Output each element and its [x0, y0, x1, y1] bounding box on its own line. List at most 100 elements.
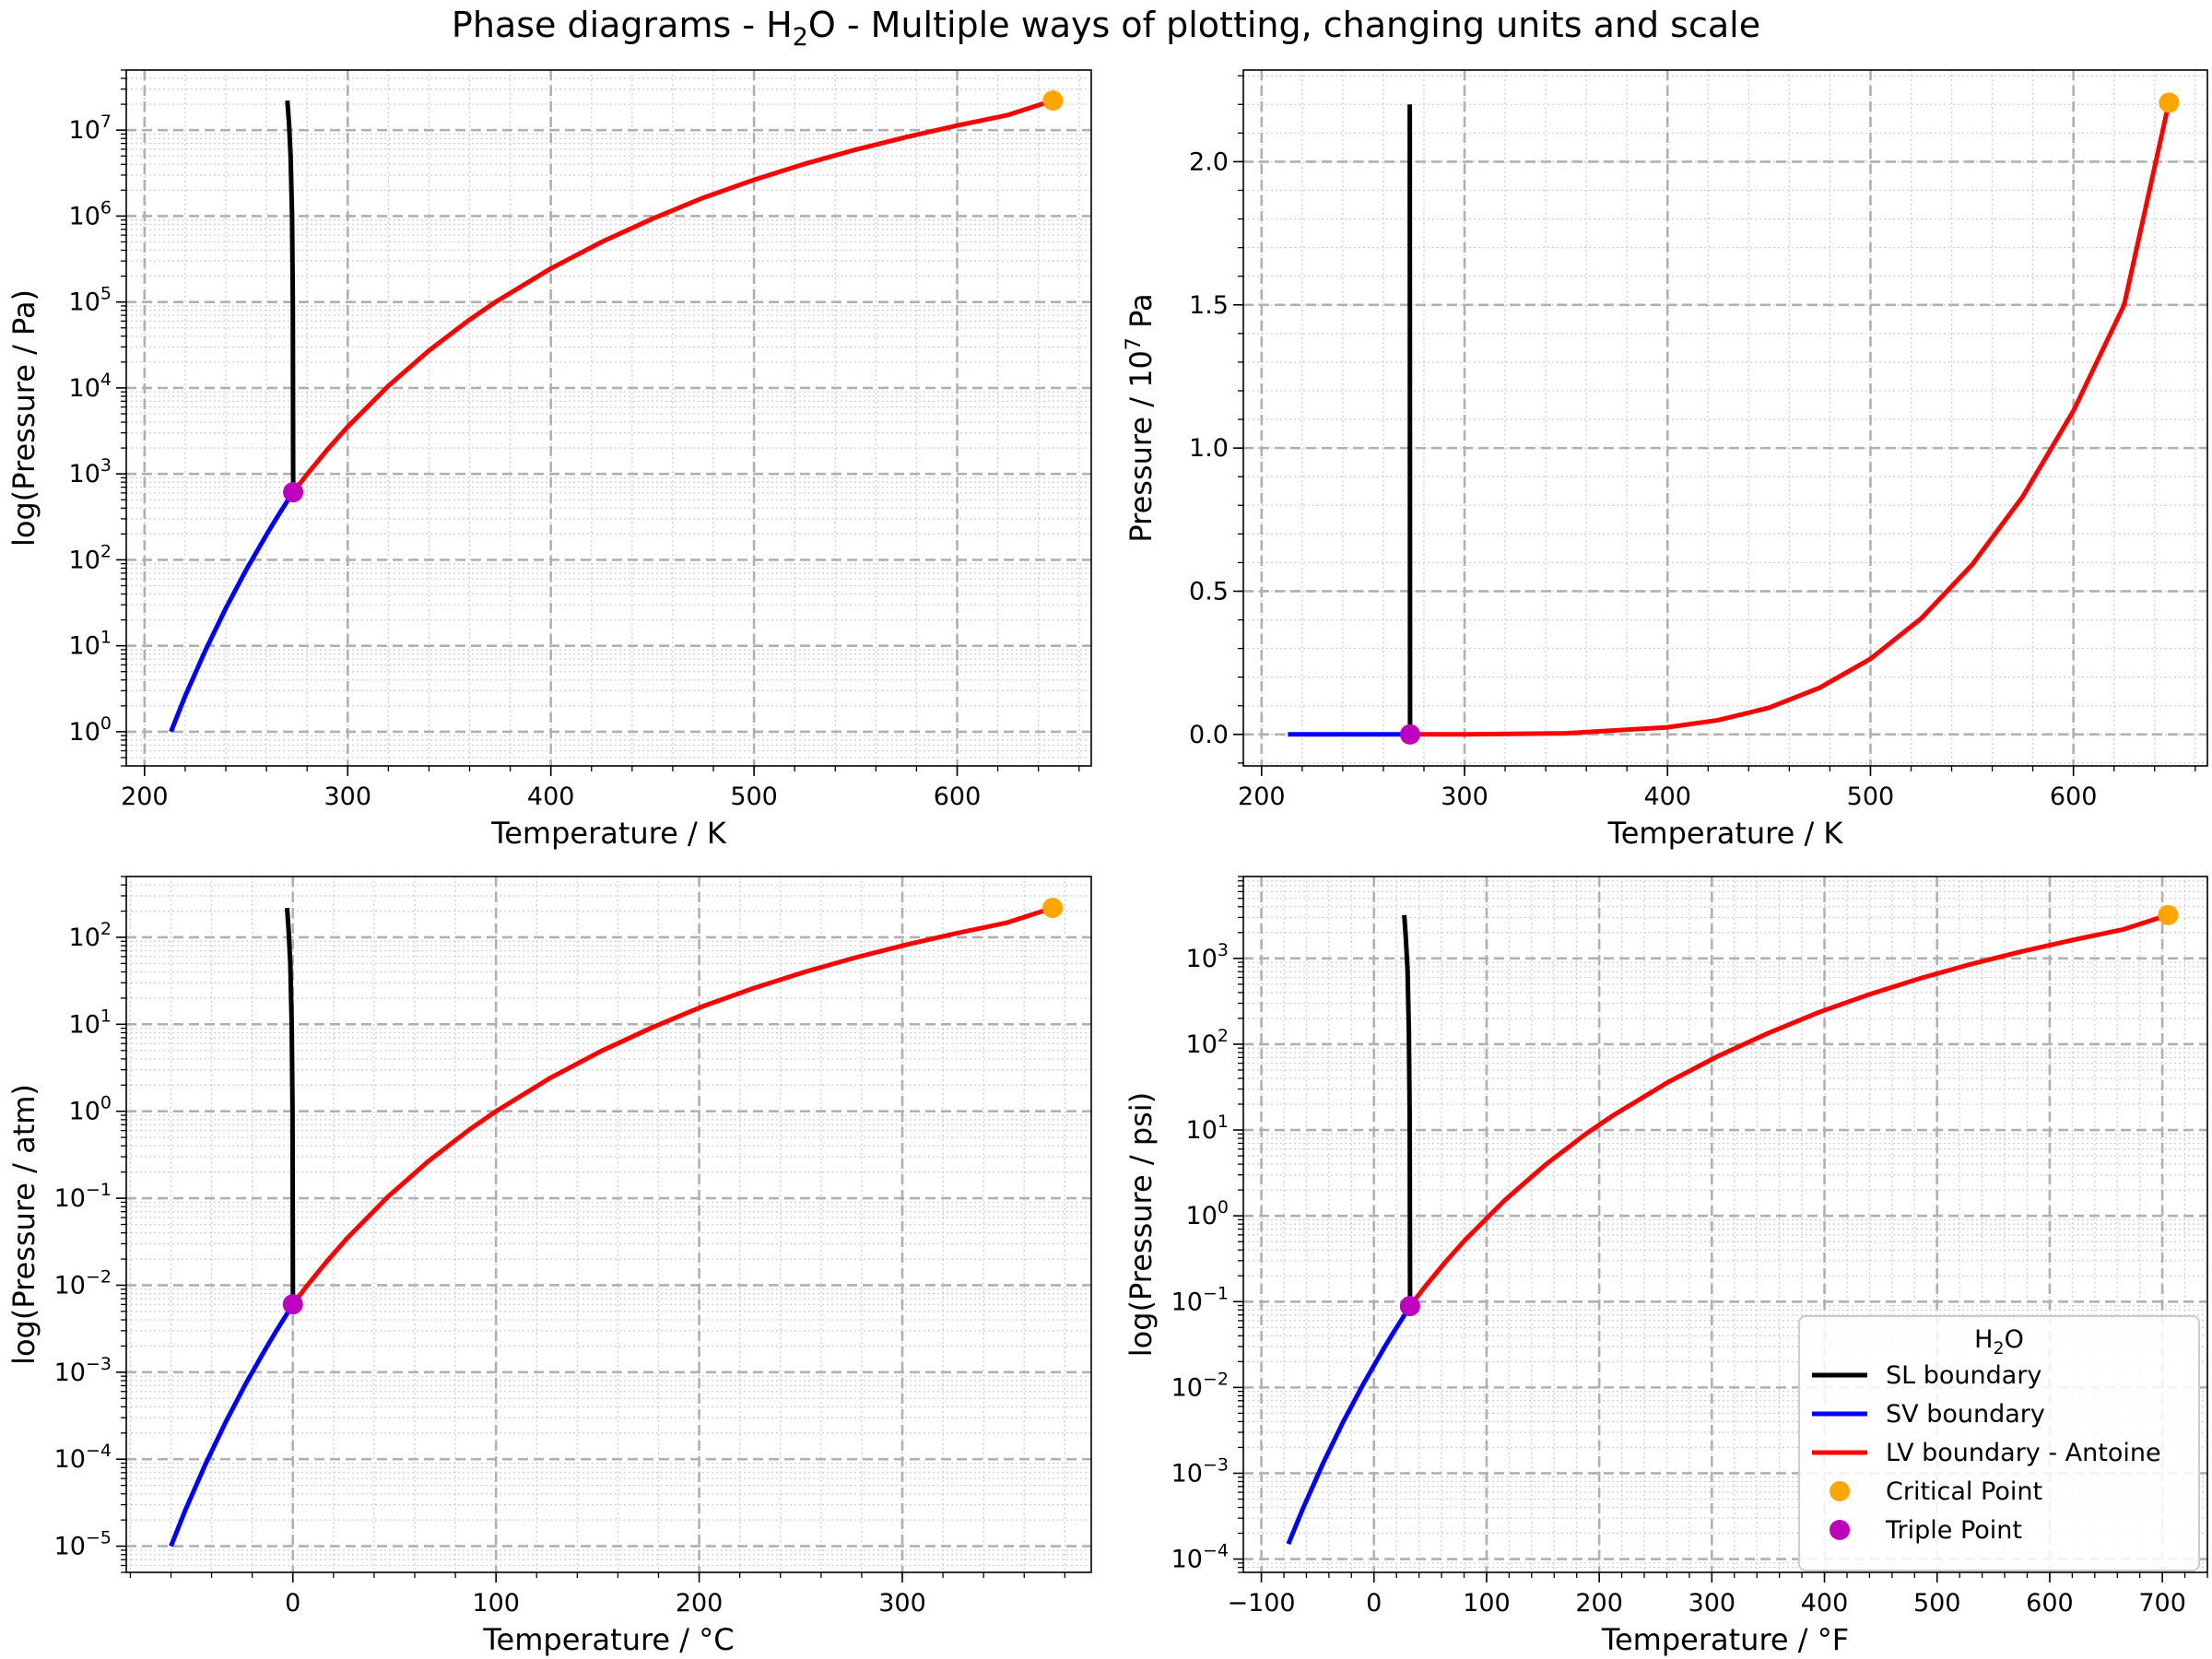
x-tick-label: 400	[1643, 782, 1691, 811]
legend: H2O SL boundary SV boundary LV boundary - …	[1798, 1315, 2200, 1571]
sl-boundary-line	[1402, 914, 1413, 1307]
x-tick-label: 300	[1441, 782, 1488, 811]
x-tick-label: 300	[1688, 1589, 1736, 1618]
x-tick-label: 600	[2026, 1589, 2074, 1618]
sv-boundary-line	[169, 1302, 295, 1547]
y-tick-label: 100	[69, 1093, 112, 1126]
legend-entry-label: Triple Point	[1885, 1516, 2022, 1545]
y-tick-label: 10−4	[1171, 1541, 1229, 1574]
lv-boundary-line	[1409, 101, 2171, 737]
y-tick-label: 10−5	[54, 1528, 112, 1561]
triple-point-marker	[282, 1294, 303, 1315]
x-tick-label: 300	[878, 1589, 926, 1618]
x-tick-label: 600	[2050, 782, 2098, 811]
lv-boundary-line	[291, 98, 1053, 494]
y-tick-label: 102	[1186, 1026, 1229, 1059]
x-axis-label: Temperature / K	[1607, 816, 1844, 851]
plot-frame	[1242, 876, 2208, 1573]
legend-entry-label: SL boundary	[1886, 1361, 2041, 1390]
plot-frame	[125, 69, 1092, 767]
x-tick-label: −100	[1227, 1589, 1295, 1618]
y-axis-label: Pressure / 107 Pa	[1123, 293, 1159, 542]
y-tick-label: 103	[1186, 940, 1229, 973]
y-axis-label: log(Pressure / atm)	[6, 1084, 41, 1365]
x-tick-label: 200	[676, 1589, 724, 1618]
axes: 200 300 400 500 600 0.0 0.5 1.0 1.5 2.0	[1189, 75, 2196, 811]
x-tick-label: 200	[1238, 782, 1286, 811]
panel-bottom-left-celsius-atm-log: 0 100 200 300 10−5 10−4 10−3 10−2 10−1 100 101 102 T…	[6, 876, 1092, 1657]
panel-top-left-kelvin-pa-log: 200 300 400 500 600 100 101 102 103 104 105 106 107 T…	[6, 69, 1092, 851]
y-tick-label: 107	[69, 112, 112, 145]
y-tick-label: 101	[69, 1006, 112, 1039]
x-axis-label: Temperature / °F	[1601, 1622, 1849, 1657]
legend-title: H2O	[1974, 1325, 2024, 1359]
y-tick-label: 100	[69, 713, 112, 747]
y-tick-label: 10−1	[1171, 1283, 1229, 1316]
grid	[1243, 70, 2207, 766]
grid	[126, 69, 1091, 767]
legend-entry-sl: SL boundary	[1812, 1361, 2041, 1390]
x-tick-label: 600	[934, 782, 982, 811]
x-tick-label: 500	[1913, 1589, 1961, 1618]
x-tick-label: 300	[324, 782, 371, 811]
legend-entry-label: LV boundary - Antoine	[1886, 1439, 2161, 1467]
triple-point-marker	[1399, 724, 1420, 745]
x-tick-label: 0	[1366, 1589, 1382, 1618]
panel-top-right-kelvin-linear: 200 300 400 500 600 0.0 0.5 1.0 1.5 2.0 Temperatur…	[1123, 69, 2208, 851]
y-tick-label: 10−3	[1171, 1454, 1229, 1488]
y-tick-label: 105	[69, 284, 112, 317]
legend-entry-label: SV boundary	[1886, 1400, 2045, 1429]
axes: 0 100 200 300 10−5 10−4 10−3 10−2 10−1 100 101 102	[54, 876, 1065, 1618]
y-tick-label: 103	[69, 455, 112, 488]
legend-entry-lv: LV boundary - Antoine	[1812, 1439, 2161, 1467]
y-tick-label: 106	[69, 197, 112, 230]
y-tick-label: 104	[69, 370, 112, 403]
x-tick-label: 400	[527, 782, 575, 811]
x-tick-label: 200	[121, 782, 169, 811]
axes: 200 300 400 500 600 100 101 102 103 104 105 106 107	[69, 69, 1080, 811]
sv-boundary-line	[169, 490, 296, 733]
y-tick-label: 102	[69, 919, 112, 952]
y-tick-label: 1.5	[1189, 291, 1229, 320]
x-axis-label: Temperature / K	[490, 816, 727, 851]
y-axis-label: log(Pressure / psi)	[1124, 1092, 1159, 1357]
y-tick-label: 101	[1186, 1112, 1229, 1145]
x-tick-label: 400	[1801, 1589, 1849, 1618]
y-tick-label: 101	[69, 628, 112, 661]
y-tick-label: 0.5	[1189, 577, 1229, 606]
plot-frame	[1242, 69, 2208, 767]
axes: −100 0 100 200 300 400 500 600 700 10−4 10−3 10−2 10…	[1171, 876, 2208, 1618]
critical-legend-marker	[1830, 1481, 1850, 1501]
y-tick-label: 0.0	[1189, 721, 1229, 749]
y-tick-label: 10−2	[1171, 1369, 1229, 1402]
sl-boundary-line	[285, 908, 296, 1305]
sv-boundary-line	[1286, 1304, 1413, 1546]
figure-title: Phase diagrams - H2O - Multiple ways of …	[452, 5, 1760, 52]
x-tick-label: 700	[2138, 1589, 2186, 1618]
legend-entry-triple: Triple Point	[1830, 1516, 2022, 1545]
legend-entry-label: Critical Point	[1886, 1477, 2042, 1506]
x-tick-label: 200	[1575, 1589, 1623, 1618]
x-tick-label: 500	[730, 782, 778, 811]
critical-point-marker	[2159, 92, 2180, 113]
legend-entry-sv: SV boundary	[1812, 1400, 2045, 1429]
x-tick-label: 0	[285, 1589, 300, 1618]
sl-boundary-line	[285, 100, 296, 493]
triple-point-marker	[1399, 1296, 1420, 1317]
x-axis-label: Temperature / °C	[482, 1622, 734, 1657]
critical-point-marker	[1042, 90, 1064, 112]
y-tick-label: 100	[1186, 1197, 1229, 1230]
critical-point-marker	[1042, 898, 1064, 919]
triple-legend-marker	[1830, 1520, 1850, 1540]
legend-frame	[1798, 1315, 2200, 1571]
y-tick-label: 2.0	[1189, 147, 1229, 176]
y-tick-label: 102	[69, 541, 112, 574]
y-axis-label: log(Pressure / Pa)	[6, 289, 41, 547]
lv-boundary-line	[1407, 912, 2170, 1308]
grid	[126, 876, 1091, 1573]
plot-frame	[125, 876, 1092, 1573]
lv-boundary-line	[290, 905, 1053, 1306]
critical-point-marker	[2158, 904, 2179, 925]
x-tick-label: 100	[1463, 1589, 1511, 1618]
